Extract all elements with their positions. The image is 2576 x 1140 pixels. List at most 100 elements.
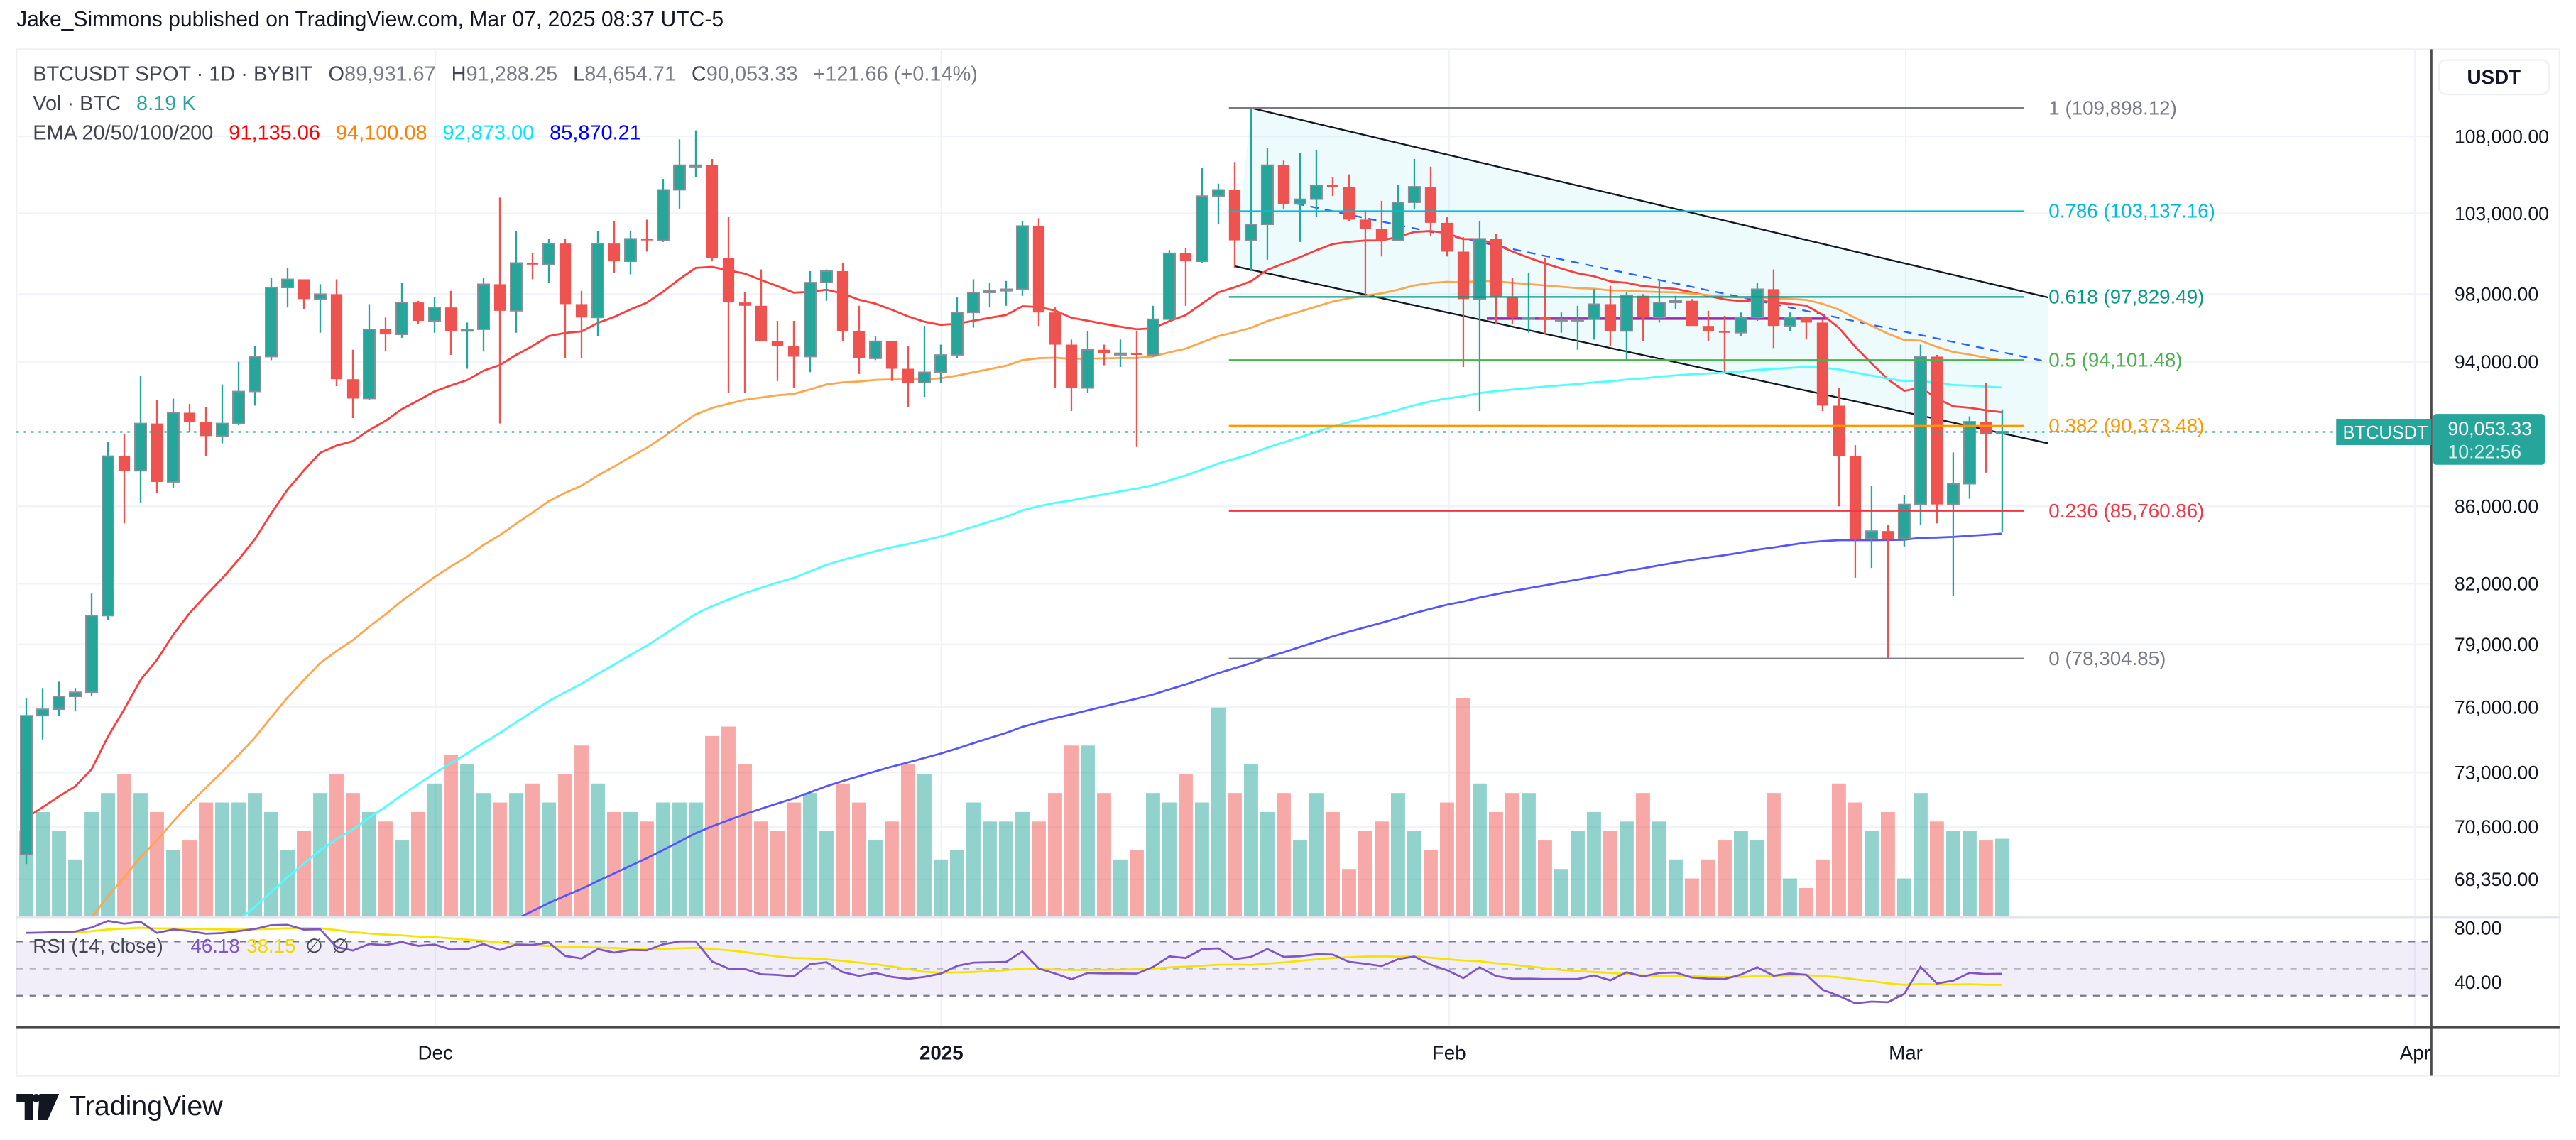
- volume-bar: [1521, 793, 1536, 917]
- ema20-value: 91,135.06: [229, 121, 320, 145]
- time-tick-label: Dec: [417, 1041, 452, 1063]
- price-axis[interactable]: 108,000.00 103,000.00 98,000.00 94,000.00 86…: [2455, 126, 2549, 993]
- candle-body: [885, 341, 898, 369]
- volume-bar: [1848, 802, 1862, 917]
- candle: [836, 263, 849, 341]
- candle: [542, 239, 556, 283]
- last-price-value: 90,053.33: [2448, 418, 2532, 439]
- candle: [1179, 248, 1192, 306]
- candle: [1098, 344, 1110, 366]
- candle-body: [1098, 349, 1110, 353]
- volume-bar: [656, 802, 670, 917]
- volume-bar: [1945, 831, 1960, 917]
- dashed-trend-line[interactable]: [1281, 199, 2046, 363]
- tradingview-logo[interactable]: TradingView: [16, 1090, 223, 1123]
- volume-bar: [36, 811, 50, 917]
- candle-body: [151, 423, 163, 482]
- candle: [133, 376, 148, 503]
- candle: [1309, 150, 1323, 217]
- candle: [1897, 495, 1911, 547]
- symbol-title[interactable]: BTCUSDT SPOT · 1D · BYBIT: [33, 62, 313, 86]
- volume-bar: [1717, 840, 1732, 917]
- volume-bar: [1179, 774, 1193, 917]
- volume-bar: [68, 859, 82, 917]
- volume-label: Vol · BTC: [33, 92, 121, 115]
- candle-body: [1800, 317, 1813, 323]
- volume-bar: [754, 821, 768, 917]
- currency-button[interactable]: USDT: [2438, 59, 2550, 96]
- candle: [656, 179, 670, 242]
- candle-body: [819, 270, 834, 284]
- fib-retracement[interactable]: 1 (109,898.12) 0.786 (103,137.16) 0.618 (9…: [1228, 97, 2215, 669]
- candle: [1946, 452, 1960, 596]
- candle-body: [1065, 344, 1078, 388]
- candle-body: [983, 290, 996, 293]
- volume-bar: [672, 802, 687, 917]
- volume-bar: [574, 745, 589, 917]
- candle-body: [1407, 186, 1421, 203]
- candle-body: [476, 283, 491, 330]
- time-tick-label: Apr: [2400, 1041, 2430, 1063]
- candle-body: [1914, 356, 1927, 505]
- volume-bar: [558, 774, 572, 917]
- volume-bar: [1635, 793, 1650, 917]
- volume-bar: [1896, 878, 1911, 917]
- volume-bar: [509, 793, 523, 917]
- low-label: L: [573, 62, 585, 86]
- candle: [1130, 331, 1143, 447]
- candle-body: [248, 356, 262, 393]
- candle-body: [427, 307, 442, 322]
- rsi-legend: RSI (14, close) 46.18 38.15 ∅ ∅: [33, 935, 349, 957]
- candle-body: [19, 715, 33, 855]
- candle: [330, 279, 343, 387]
- time-axis[interactable]: Dec 2025 Feb Mar Apr: [417, 1041, 2430, 1063]
- candle: [19, 698, 33, 865]
- candle-body: [836, 270, 849, 331]
- candle-body: [346, 379, 359, 399]
- candle-body: [68, 691, 82, 698]
- candle: [1833, 388, 1845, 507]
- symbol-legend[interactable]: BTCUSDT SPOT · 1D · BYBIT O89,931.67 H91…: [33, 62, 988, 85]
- price-tick-label: 79,000.00: [2455, 634, 2538, 655]
- candle: [1473, 221, 1486, 411]
- candle: [1865, 486, 1878, 569]
- rsi-ma-value: 38.15: [246, 935, 295, 957]
- candle-body: [444, 307, 457, 331]
- candle: [917, 326, 931, 397]
- volume-legend[interactable]: Vol · BTC 8.19 K: [33, 92, 205, 115]
- volume-bar: [852, 802, 866, 917]
- candle-body: [1865, 530, 1878, 539]
- volume-bar: [1831, 783, 1846, 917]
- channel-upper-line[interactable]: [1250, 107, 2048, 299]
- candle: [1195, 168, 1208, 263]
- publish-info: Jake_Simmons published on TradingView.co…: [16, 6, 724, 31]
- volume-bar: [476, 793, 491, 917]
- candle: [1522, 273, 1535, 333]
- candle-body: [868, 340, 883, 359]
- candle: [1049, 307, 1061, 388]
- candle-body: [200, 422, 212, 437]
- rsi-tick-label: 40.00: [2455, 972, 2502, 993]
- candle: [966, 279, 980, 328]
- ema-legend[interactable]: EMA 20/50/100/200 91,135.06 94,100.08 92…: [33, 121, 650, 144]
- candle: [885, 341, 898, 381]
- candle-body: [1179, 253, 1192, 262]
- candle-body: [803, 282, 817, 358]
- candle-body: [706, 165, 719, 258]
- fib-level-label: 0.236 (85,760.86): [2048, 500, 2204, 522]
- candle: [983, 283, 996, 308]
- volume-bar: [1733, 831, 1748, 917]
- candle: [1326, 177, 1339, 197]
- fib-level-label: 0.5 (94,101.48): [2048, 349, 2182, 371]
- volume-bar: [901, 764, 915, 917]
- candle-body: [656, 189, 670, 241]
- volume-bar: [1277, 793, 1291, 917]
- candle-body: [608, 243, 621, 262]
- volume-bar: [1456, 698, 1470, 917]
- candle: [771, 321, 784, 381]
- candle-body: [1441, 222, 1453, 252]
- candle-body: [966, 292, 980, 314]
- candle-body: [771, 341, 784, 346]
- candle-body: [1767, 289, 1780, 327]
